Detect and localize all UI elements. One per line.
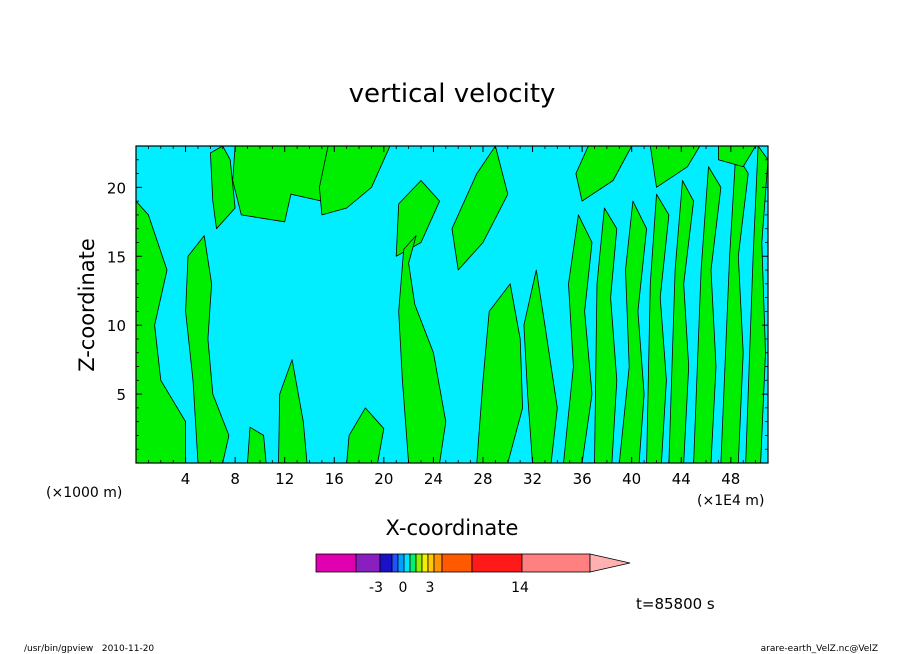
x-tick-label: 4 (181, 470, 191, 488)
x-tick-label: 8 (230, 470, 240, 488)
y-axis: 5 10 15 20 (107, 159, 768, 450)
positive-band (718, 146, 756, 168)
colorbar-segment (471, 553, 523, 573)
positive-band (476, 283, 523, 463)
positive-band (618, 200, 647, 463)
positive-band (646, 193, 670, 463)
positive-band (210, 146, 236, 230)
x-tick-label: 48 (721, 470, 740, 488)
colorbar-segment (397, 553, 405, 573)
plot-area (136, 146, 768, 463)
positive-band (319, 146, 391, 216)
colorbar-segment (441, 553, 473, 573)
y-tick-label: 20 (107, 179, 126, 197)
positive-band (395, 180, 440, 257)
colorbar-segment (403, 553, 411, 573)
x-tick-label: 20 (374, 470, 393, 488)
colorbar-segment (315, 553, 357, 573)
y-tick-label: 15 (107, 248, 126, 266)
positive-band (720, 152, 749, 463)
x-axis: 4 8 12 16 20 24 28 32 36 40 44 48 (147, 146, 757, 488)
colorbar-tick-label: 0 (399, 580, 408, 596)
y-axis-label: Z-coordinate (75, 238, 99, 372)
positive-band (346, 407, 385, 463)
positive-band (649, 146, 701, 188)
x-tick-label: 24 (424, 470, 443, 488)
colorbar-tick-label: -3 (369, 580, 383, 596)
footer-right: arare-earth_VelZ.nc@VelZ (761, 644, 878, 654)
colorbar-tick-label: 14 (511, 580, 529, 596)
positive-band (136, 200, 186, 463)
colorbar-segment (421, 553, 429, 573)
colorbar-segment (521, 553, 591, 573)
x-tick-label: 44 (672, 470, 691, 488)
chart-title: vertical velocity (349, 79, 556, 109)
positive-band (745, 146, 768, 463)
positive-band (523, 269, 558, 463)
positive-band (278, 359, 308, 463)
colorbar-segment (427, 553, 435, 573)
y-tick-label: 5 (116, 386, 126, 404)
colorbar-segment (355, 553, 381, 573)
x-tick-label: 16 (325, 470, 344, 488)
x-tick-label: 32 (523, 470, 542, 488)
positive-band (185, 235, 230, 463)
positive-band (693, 166, 722, 463)
positive-band (563, 214, 593, 463)
colorbar-ticks: -3 0 3 14 (369, 580, 529, 596)
field-bands (136, 146, 768, 463)
positive-band (668, 180, 694, 463)
footer-left: /usr/bin/gpview 2010-11-20 (24, 644, 154, 654)
colorbar-segment (409, 553, 417, 573)
colorbar-extension (589, 553, 631, 573)
colorbar-segment (415, 553, 423, 573)
x-tick-label: 28 (473, 470, 492, 488)
positive-band (451, 146, 509, 271)
x-tick-label: 40 (622, 470, 641, 488)
x-tick-label: 12 (275, 470, 294, 488)
positive-band (575, 146, 633, 202)
positive-band (398, 235, 447, 463)
x-tick-label: 36 (573, 470, 592, 488)
x-scale-label: (×1000 m) (46, 485, 122, 501)
y-tick-label: 10 (107, 317, 126, 335)
colorbar-tick-label: 3 (426, 580, 435, 596)
colorbar-segment (433, 553, 443, 573)
colorbar-segment (379, 553, 393, 573)
x-axis-label: X-coordinate (386, 516, 519, 540)
positive-band (247, 426, 267, 463)
colorbar (315, 553, 631, 573)
colorbar-segment (391, 553, 399, 573)
time-label: t=85800 s (636, 595, 715, 613)
plot-frame (135, 145, 769, 464)
positive-band (594, 207, 618, 463)
x-unit-note: (×1E4 m) (697, 493, 764, 509)
